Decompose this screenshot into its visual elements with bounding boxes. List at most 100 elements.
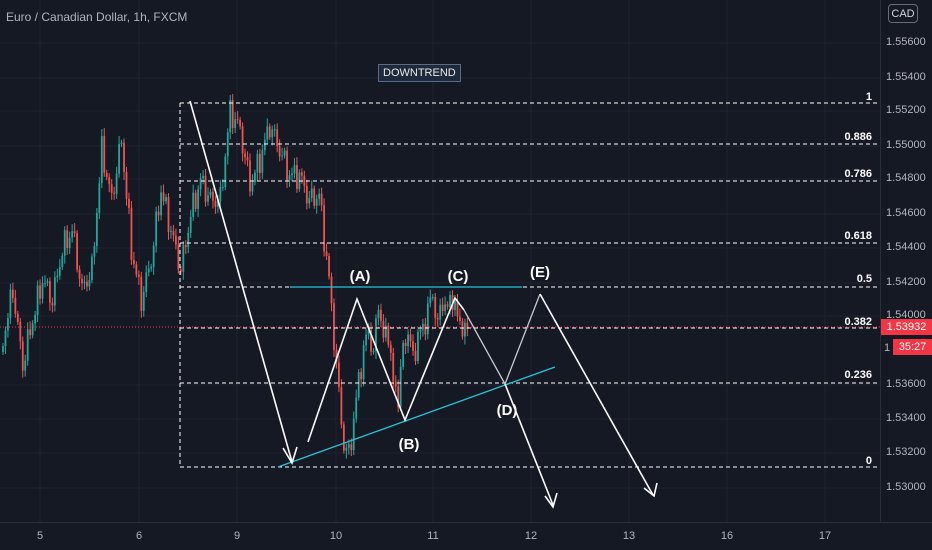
candle-body (26, 329, 29, 361)
candle-body (16, 313, 19, 322)
candle-body (399, 366, 402, 408)
candle-body (310, 188, 313, 198)
candle-body (204, 175, 207, 202)
time-tick-label: 9 (233, 530, 241, 542)
candle-body (7, 318, 9, 331)
candle-body (459, 316, 461, 321)
candle-body (128, 198, 130, 209)
candle-body (118, 144, 120, 174)
candle-body (4, 330, 7, 346)
candle-body (254, 172, 256, 183)
wave-label-c[interactable]: (C) (447, 268, 469, 285)
candle-body (88, 280, 91, 287)
candle-body (273, 129, 276, 131)
bar-countdown-badge: 35:27 (893, 339, 932, 355)
candle-body (261, 150, 264, 173)
candle-body (372, 351, 375, 353)
candle-body (426, 303, 429, 335)
candle-body (246, 157, 249, 161)
candle-body (268, 126, 271, 138)
candle-body (431, 297, 434, 299)
candle-body (320, 193, 323, 206)
candle-body (157, 211, 160, 216)
candle-body (384, 325, 387, 338)
candle-body (165, 197, 167, 202)
candle-body (439, 304, 442, 320)
candle-body (113, 192, 116, 194)
wave-label-b[interactable]: (B) (398, 436, 420, 453)
chart-title: Euro / Canadian Dollar, 1h, FXCM (6, 10, 188, 24)
candle-body (446, 304, 449, 307)
candle-body (355, 397, 358, 419)
price-tick-label: 1.53000 (886, 481, 926, 493)
candle-body (78, 269, 81, 279)
candle-body (137, 274, 140, 277)
price-tick-label: 1.54200 (886, 276, 926, 288)
candle-body (357, 371, 360, 398)
candle-body (244, 153, 246, 158)
candle-body (53, 277, 56, 306)
candle-body (189, 216, 192, 233)
candle-body (49, 281, 51, 303)
arrowhead-icon (282, 446, 298, 465)
candle-body (123, 142, 125, 173)
fib-level-label: 0.382 (844, 316, 872, 328)
wave-label-d[interactable]: (D) (496, 402, 518, 419)
candle-body (365, 334, 367, 346)
fib-level-label: 0 (865, 455, 872, 467)
candle-body (249, 160, 251, 192)
candle-body (2, 346, 4, 352)
candle-body (286, 150, 288, 180)
candle-body (293, 165, 296, 174)
candle-body (194, 192, 197, 209)
candle-body (58, 266, 61, 276)
time-tick-label: 6 (135, 530, 143, 542)
candle-body (342, 424, 345, 451)
time-tick-label: 13 (622, 530, 636, 542)
downtrend-annotation[interactable]: DOWNTREND (378, 64, 461, 82)
wave-label-a[interactable]: (A) (349, 268, 371, 285)
candle-body (46, 281, 49, 284)
candle-body (350, 444, 353, 451)
candle-body (172, 230, 175, 236)
candle-body (108, 177, 111, 185)
candle-body (160, 192, 162, 216)
candle-body (266, 126, 269, 140)
candle-body (461, 320, 464, 337)
candle-body (296, 165, 298, 189)
candle-body (323, 205, 325, 252)
candle-body (93, 245, 96, 257)
candle-body (456, 300, 459, 317)
candle-body (419, 329, 422, 332)
candle-body (207, 195, 209, 202)
current-price-badge: 1.53932 (881, 319, 932, 335)
candle-body (417, 331, 419, 362)
candle-body (31, 323, 34, 336)
candle-body (197, 189, 200, 209)
price-tick-label: 1.53600 (886, 378, 926, 390)
wave-label-e[interactable]: (E) (530, 264, 550, 281)
candle-body (231, 100, 234, 129)
candle-body (441, 304, 444, 311)
candle-body (345, 447, 348, 451)
projection-arrow-line-2 (539, 293, 654, 496)
candle-body (271, 129, 274, 138)
candle-body (76, 233, 78, 270)
candle-body (449, 295, 451, 307)
candle-body (288, 175, 291, 180)
price-tick-label: 1.55000 (886, 139, 926, 151)
candle-body (39, 285, 41, 299)
time-axis[interactable] (0, 522, 932, 523)
arrowhead-icon (643, 482, 658, 498)
fib-level-label: 0.786 (844, 168, 872, 180)
candle-body (140, 276, 143, 311)
candle-body (216, 201, 219, 207)
price-axis[interactable] (880, 0, 881, 522)
candle-body (325, 251, 328, 257)
candle-body (155, 211, 158, 246)
candle-body (377, 309, 380, 319)
candle-body (147, 268, 150, 273)
candle-body (380, 309, 382, 322)
currency-button[interactable]: CAD (888, 4, 918, 23)
